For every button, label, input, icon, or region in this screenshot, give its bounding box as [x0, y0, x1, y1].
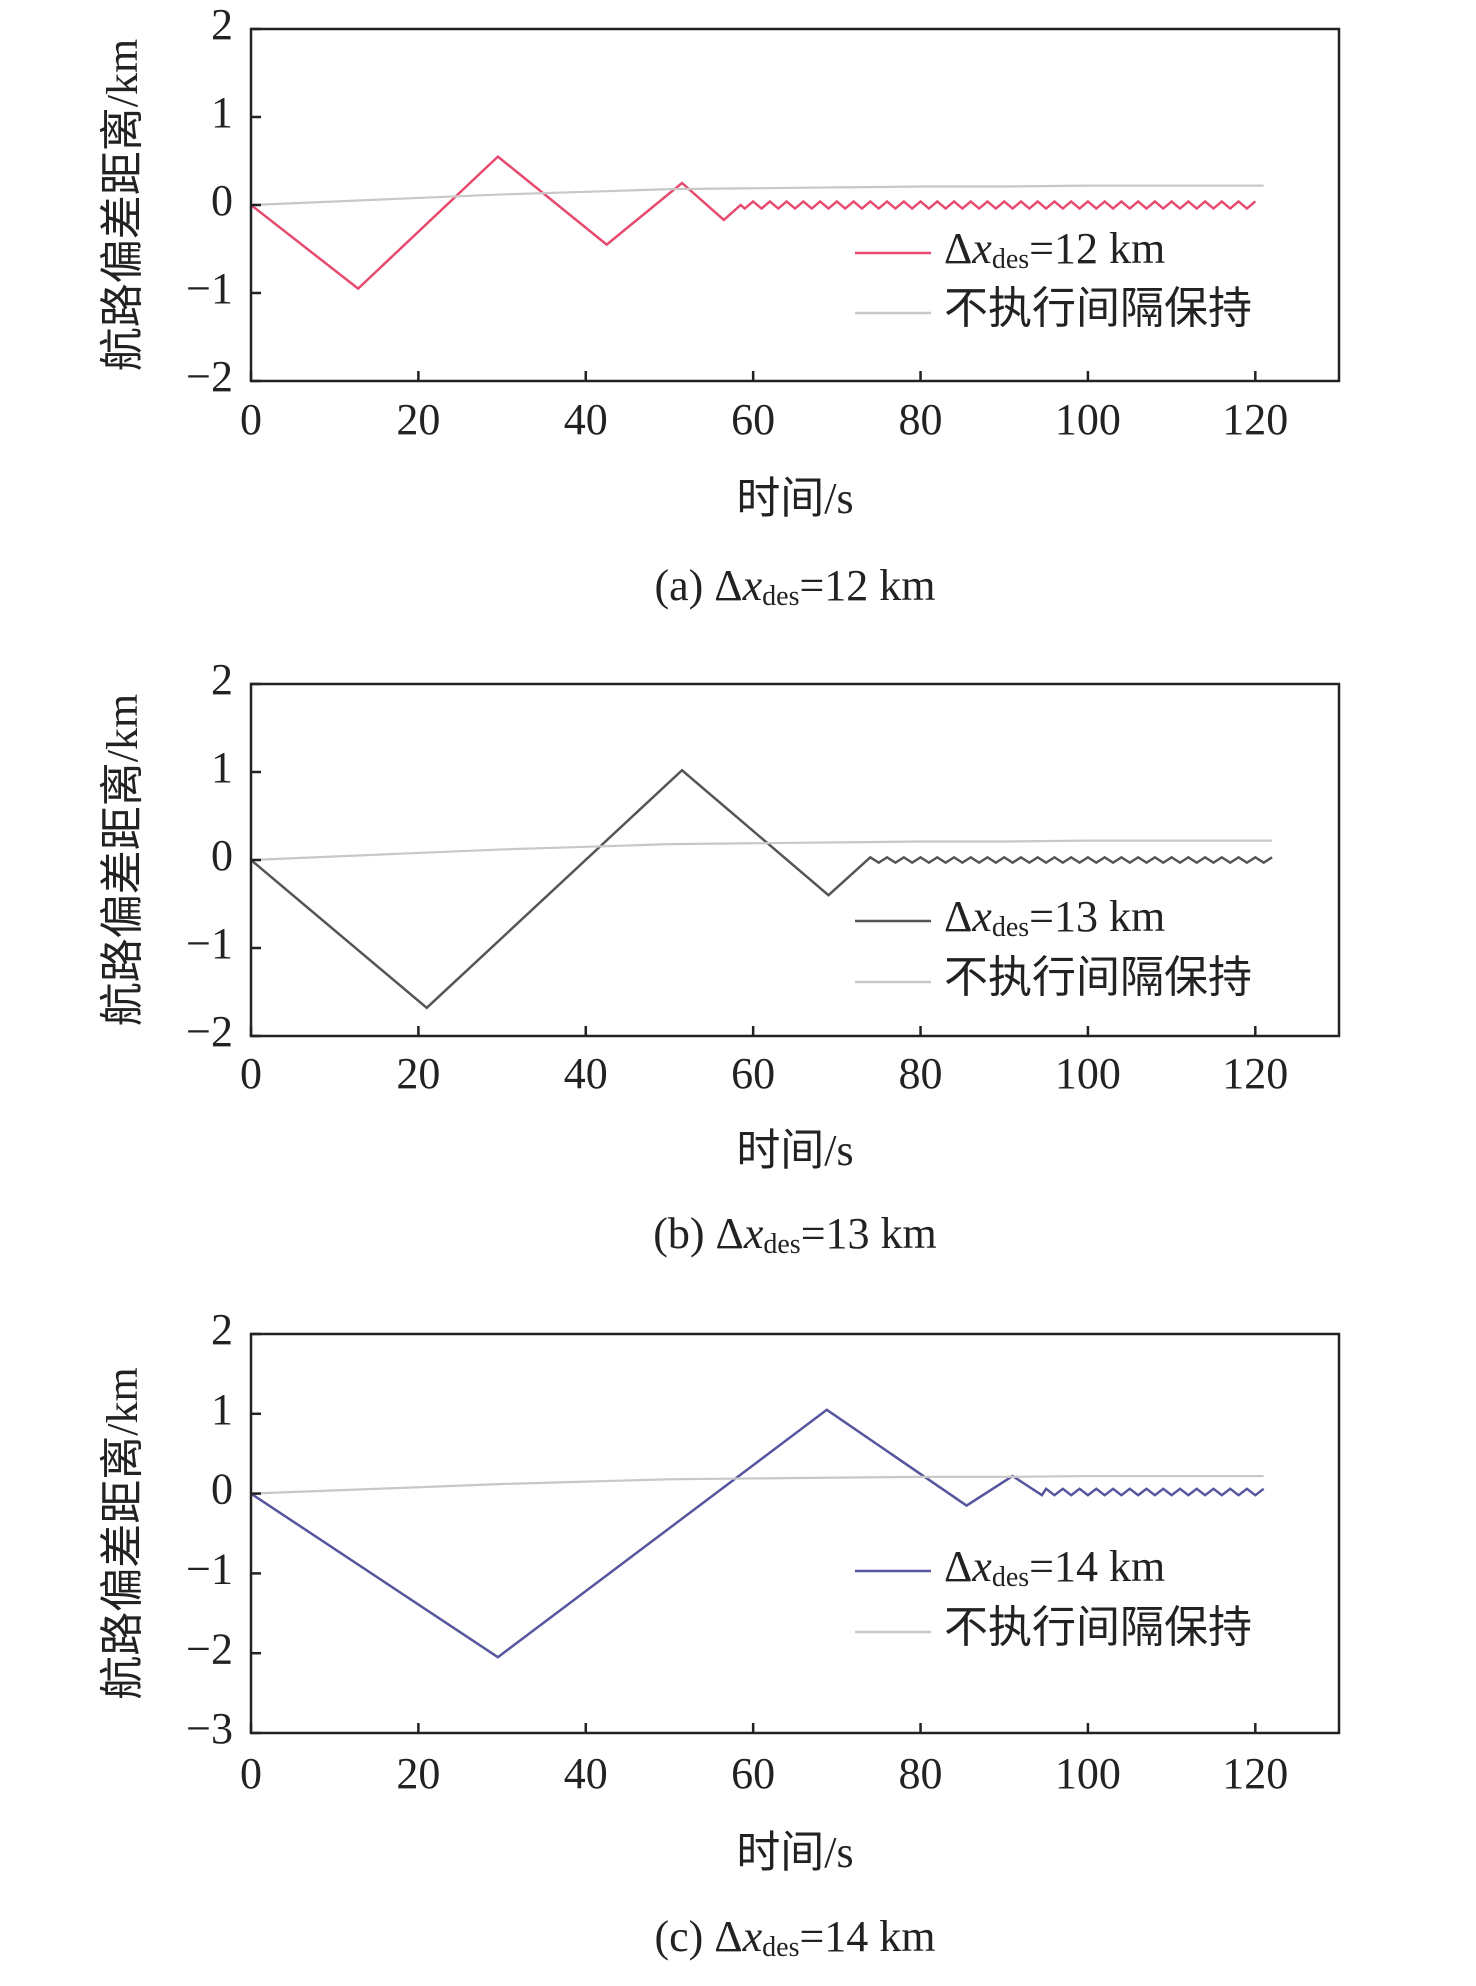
legend-label: Δxdes=13 km — [944, 892, 1165, 943]
caption-run: =12 km — [799, 561, 935, 610]
y-axis-label: 航路偏差距离/km — [98, 39, 147, 371]
y-axis-label: 航路偏差距离/km — [98, 694, 147, 1026]
legend-label-run: 不执行间隔保持 — [944, 953, 1252, 1002]
y-tick-label: 2 — [211, 0, 233, 49]
x-tick-label: 0 — [240, 395, 262, 444]
legend-label-run: x — [971, 892, 992, 941]
caption-run: =14 km — [799, 1912, 935, 1961]
x-axis-label: 时间/s — [736, 1126, 853, 1175]
x-tick-label: 20 — [396, 1749, 440, 1798]
legend-label: Δxdes=14 km — [944, 1542, 1165, 1593]
x-tick-label: 120 — [1222, 395, 1288, 444]
y-tick-label: 0 — [211, 1465, 233, 1514]
y-tick-label: −2 — [186, 1007, 233, 1056]
data-line — [250, 1408, 1265, 1659]
x-tick-label: 100 — [1055, 1049, 1121, 1098]
x-tick-label: 100 — [1055, 395, 1121, 444]
x-tick-label: 0 — [240, 1749, 262, 1798]
x-axis-label: 时间/s — [736, 474, 853, 523]
x-tick-label: 60 — [731, 1049, 775, 1098]
legend-label-run: Δ — [944, 1542, 972, 1591]
y-tick-label: −2 — [186, 352, 233, 401]
x-tick-label: 80 — [899, 1049, 943, 1098]
legend-label-run: x — [971, 1542, 992, 1591]
y-tick-label: −1 — [186, 919, 233, 968]
caption-run: x — [743, 1209, 764, 1258]
y-tick-label: 1 — [211, 1385, 233, 1434]
legend-label-run: des — [992, 912, 1029, 943]
caption-run: (a) Δ — [654, 561, 742, 610]
legend-label-run: x — [971, 224, 992, 273]
caption-run: des — [762, 1932, 799, 1963]
caption: (c) Δxdes=14 km — [654, 1912, 935, 1963]
x-tick-label: 60 — [731, 1749, 775, 1798]
y-tick-label: −1 — [186, 264, 233, 313]
legend-label: Δxdes=12 km — [944, 224, 1165, 275]
legend-label-run: 不执行间隔保持 — [944, 1603, 1252, 1652]
caption-run: des — [763, 1229, 800, 1260]
x-tick-label: 120 — [1222, 1749, 1288, 1798]
y-tick-label: 2 — [211, 655, 233, 704]
x-tick-label: 20 — [396, 395, 440, 444]
data-line — [250, 1474, 1264, 1495]
caption: (b) Δxdes=13 km — [653, 1209, 937, 1260]
x-tick-label: 40 — [564, 1749, 608, 1798]
data-line — [250, 839, 1273, 862]
data-line — [250, 154, 1257, 291]
plot-frame — [249, 1332, 1341, 1735]
x-axis-label: 时间/s — [736, 1828, 853, 1877]
x-tick-label: 40 — [564, 1049, 608, 1098]
y-tick-label: 1 — [211, 743, 233, 792]
x-tick-label: 60 — [731, 395, 775, 444]
legend-label: 不执行间隔保持 — [944, 284, 1252, 333]
y-tick-label: 0 — [211, 831, 233, 880]
y-tick-label: 2 — [211, 1305, 233, 1354]
caption-run: x — [742, 1912, 763, 1961]
data-line — [250, 184, 1264, 207]
caption-run: =13 km — [801, 1209, 937, 1258]
caption-run: x — [742, 561, 763, 610]
x-tick-label: 0 — [240, 1049, 262, 1098]
y-tick-label: −3 — [186, 1704, 233, 1753]
legend-label-run: des — [992, 1562, 1029, 1593]
legend-label: 不执行间隔保持 — [944, 1603, 1252, 1652]
y-tick-label: −1 — [186, 1544, 233, 1593]
y-tick-label: 1 — [211, 88, 233, 137]
x-tick-label: 20 — [396, 1049, 440, 1098]
x-tick-label: 120 — [1222, 1049, 1288, 1098]
legend-label-run: =13 km — [1029, 892, 1165, 941]
y-tick-label: −2 — [186, 1624, 233, 1673]
data-line — [250, 768, 1273, 1010]
caption-run: (b) Δ — [653, 1209, 744, 1258]
y-tick-label: 0 — [211, 176, 233, 225]
legend-label: 不执行间隔保持 — [944, 953, 1252, 1002]
x-tick-label: 40 — [564, 395, 608, 444]
caption-run: des — [762, 581, 799, 612]
caption-run: (c) Δ — [654, 1912, 742, 1961]
x-tick-label: 80 — [899, 395, 943, 444]
legend-label-run: Δ — [944, 224, 972, 273]
x-tick-label: 80 — [899, 1749, 943, 1798]
legend-label-run: 不执行间隔保持 — [944, 284, 1252, 333]
legend-label-run: =14 km — [1029, 1542, 1165, 1591]
legend-label-run: des — [992, 244, 1029, 275]
legend-label-run: =12 km — [1029, 224, 1165, 273]
caption: (a) Δxdes=12 km — [654, 561, 935, 612]
legend-label-run: Δ — [944, 892, 972, 941]
y-axis-label: 航路偏差距离/km — [98, 1367, 147, 1699]
x-tick-label: 100 — [1055, 1749, 1121, 1798]
